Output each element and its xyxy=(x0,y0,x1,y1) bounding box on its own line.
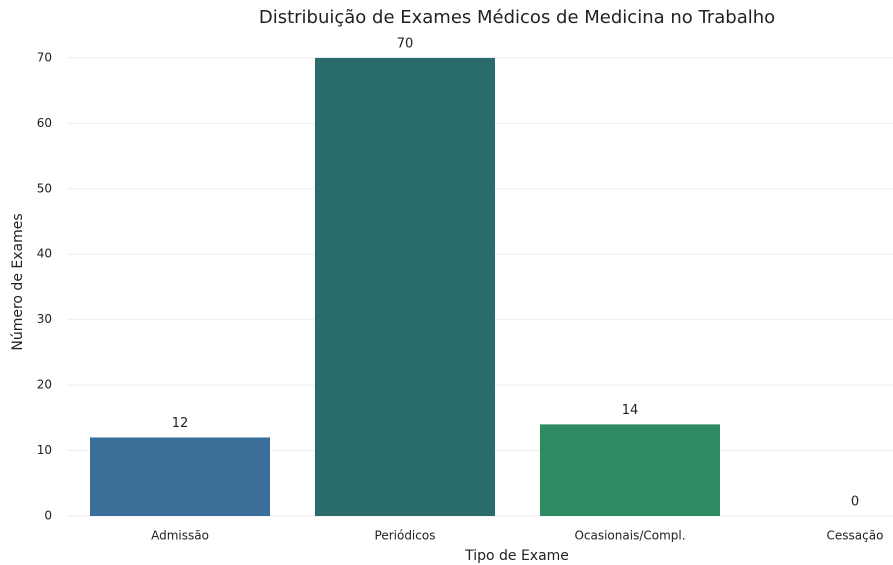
bar xyxy=(315,57,495,517)
chart-title: Distribuição de Exames Médicos de Medici… xyxy=(259,7,775,28)
x-tick-label: Admissão xyxy=(151,529,209,543)
x-tick-label: Periódicos xyxy=(375,529,436,543)
y-tick-label: 50 xyxy=(37,181,52,195)
y-tick-label: 20 xyxy=(37,378,52,392)
bar xyxy=(90,437,270,516)
data-label: 0 xyxy=(851,495,859,510)
data-label: 14 xyxy=(622,403,639,418)
x-tick-label: Cessação xyxy=(827,529,884,543)
y-tick-label: 40 xyxy=(37,247,52,261)
y-tick-label: 60 xyxy=(37,116,52,130)
data-label: 70 xyxy=(397,36,414,51)
bar xyxy=(540,424,720,516)
y-tick-label: 10 xyxy=(37,443,52,457)
data-label: 12 xyxy=(172,416,189,431)
y-tick-label: 0 xyxy=(44,509,52,523)
x-tick-label: Ocasionais/Compl. xyxy=(574,529,685,543)
y-tick-label: 70 xyxy=(37,50,52,64)
y-tick-label: 30 xyxy=(37,312,52,326)
x-axis-label: Tipo de Exame xyxy=(464,548,569,564)
y-axis-label: Número de Exames xyxy=(10,213,26,350)
